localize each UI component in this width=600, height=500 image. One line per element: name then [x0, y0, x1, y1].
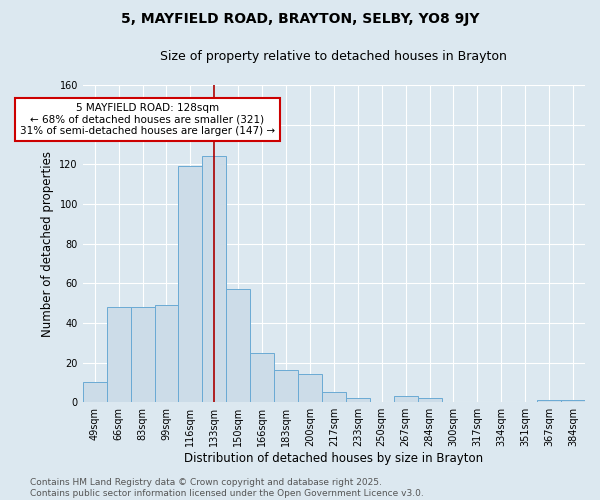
Bar: [83, 382, 107, 402]
Bar: [250, 352, 274, 402]
Bar: [274, 370, 298, 402]
Bar: [346, 398, 370, 402]
Bar: [394, 396, 418, 402]
Bar: [226, 289, 250, 402]
Bar: [178, 166, 202, 402]
Bar: [131, 307, 155, 402]
Bar: [202, 156, 226, 402]
Bar: [298, 374, 322, 402]
Bar: [561, 400, 585, 402]
Y-axis label: Number of detached properties: Number of detached properties: [41, 150, 54, 336]
Text: 5, MAYFIELD ROAD, BRAYTON, SELBY, YO8 9JY: 5, MAYFIELD ROAD, BRAYTON, SELBY, YO8 9J…: [121, 12, 479, 26]
Title: Size of property relative to detached houses in Brayton: Size of property relative to detached ho…: [160, 50, 508, 63]
X-axis label: Distribution of detached houses by size in Brayton: Distribution of detached houses by size …: [184, 452, 484, 465]
Text: 5 MAYFIELD ROAD: 128sqm
← 68% of detached houses are smaller (321)
31% of semi-d: 5 MAYFIELD ROAD: 128sqm ← 68% of detache…: [20, 103, 275, 136]
Bar: [107, 307, 131, 402]
Bar: [155, 305, 178, 402]
Bar: [537, 400, 561, 402]
Bar: [322, 392, 346, 402]
Bar: [418, 398, 442, 402]
Text: Contains HM Land Registry data © Crown copyright and database right 2025.
Contai: Contains HM Land Registry data © Crown c…: [30, 478, 424, 498]
